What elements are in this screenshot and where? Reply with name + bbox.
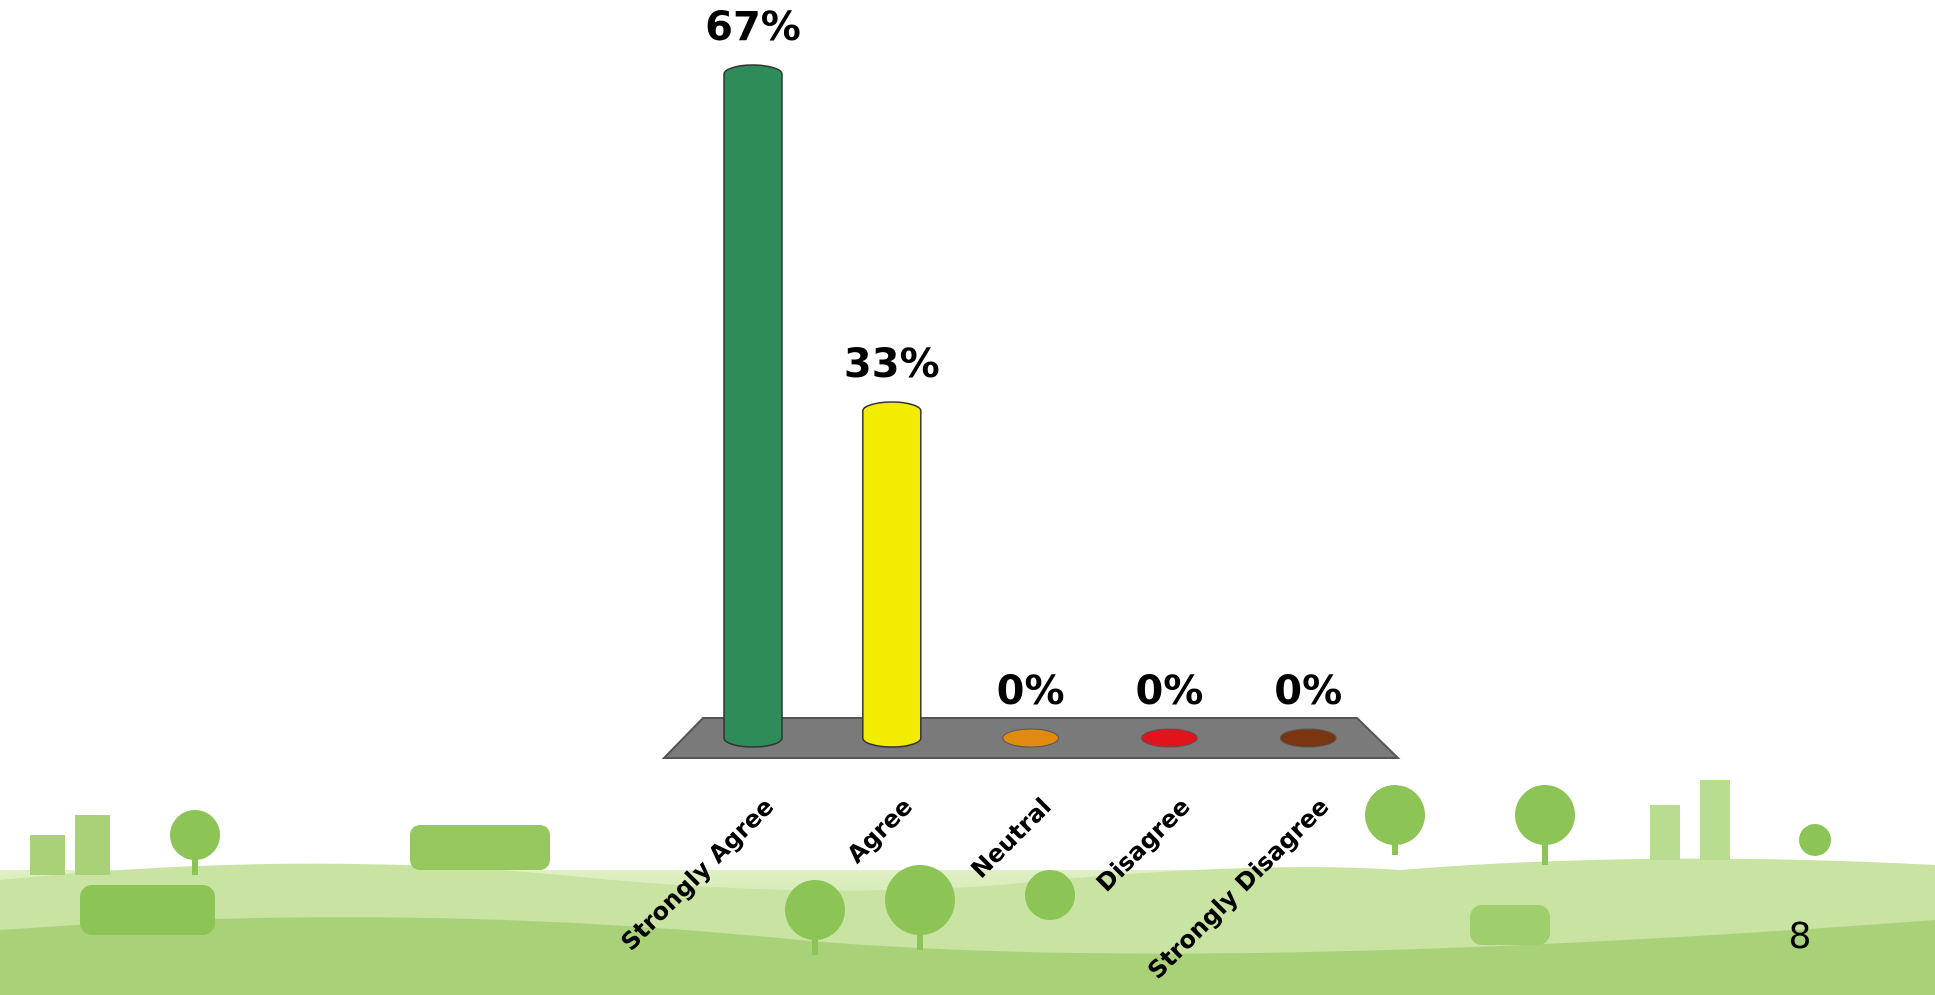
value-label: 0%: [1135, 668, 1203, 714]
value-label: 0%: [1274, 668, 1342, 714]
bar: [1002, 728, 1059, 748]
landscape-background: [0, 780, 1935, 995]
page-number: 8: [1789, 916, 1812, 957]
value-label: 0%: [997, 668, 1065, 714]
bar: [1141, 728, 1198, 748]
value-label: 67%: [705, 4, 801, 50]
bar: [723, 64, 783, 748]
x-tick-label: Agree: [842, 792, 918, 868]
value-label: 33%: [844, 341, 940, 387]
bar: [1279, 728, 1337, 748]
bar: [862, 401, 922, 748]
